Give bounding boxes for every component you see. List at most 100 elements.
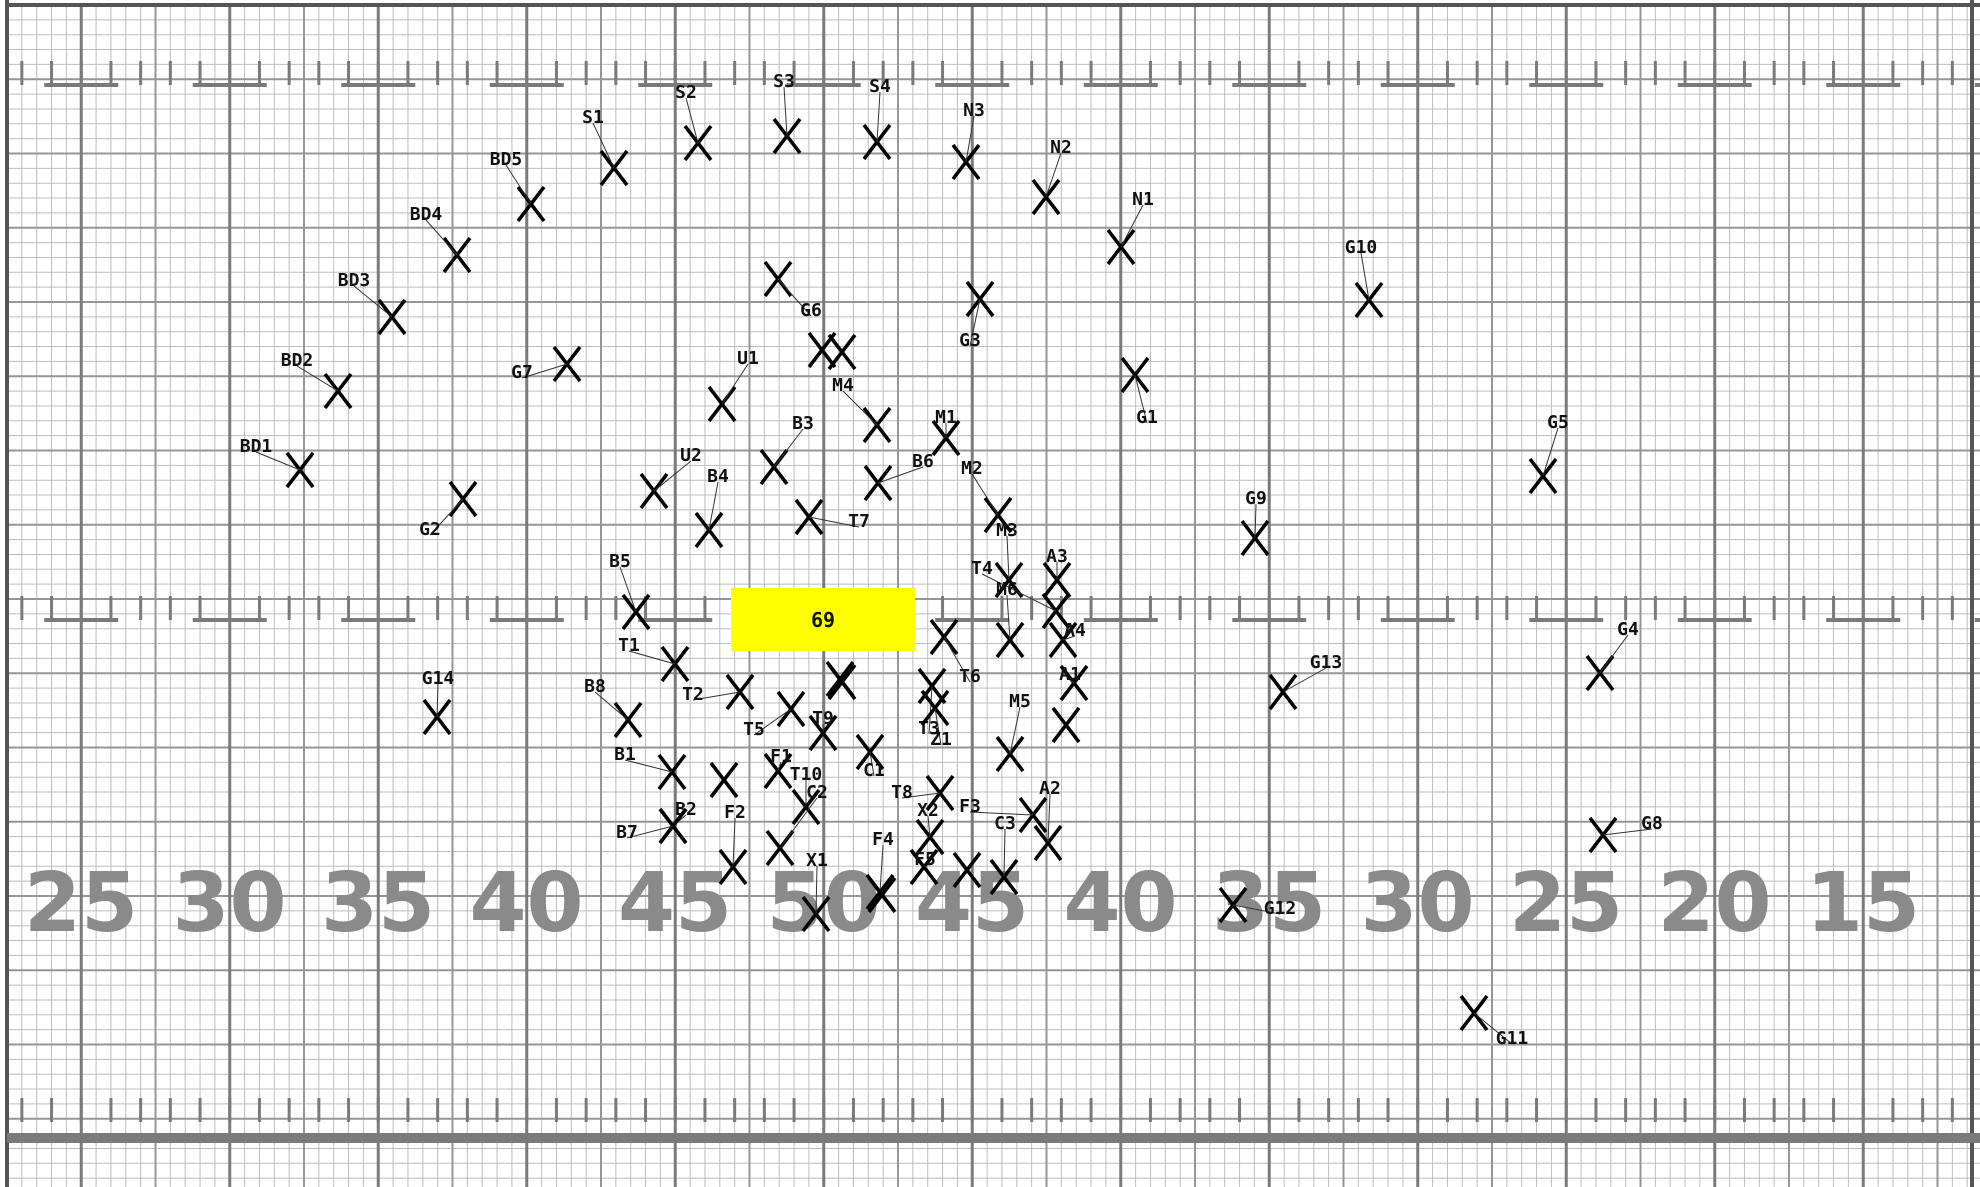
performer-marker[interactable]: BD2 <box>281 350 353 410</box>
performer-marker[interactable]: G6 <box>763 260 822 321</box>
performer-marker[interactable]: B6 <box>863 451 934 502</box>
performer-marker[interactable]: A1 <box>1059 664 1089 702</box>
performer-marker[interactable]: BD4 <box>410 204 472 274</box>
performer-marker[interactable] <box>807 331 837 369</box>
performer-marker[interactable]: T1 <box>618 635 690 683</box>
performer-markers[interactable]: S1 S2 S3 S4 N3 N2 N1 BD5 BD4 BD3 BD2 BD1 G10 G6 G3 B3 G7… <box>240 71 1663 1049</box>
performer-marker[interactable]: F1 <box>763 746 793 790</box>
performer-marker[interactable]: G13 <box>1268 652 1342 711</box>
performer-marker[interactable]: G10 <box>1345 237 1384 319</box>
marker-label: B4 <box>707 466 729 487</box>
performer-marker[interactable]: S4 <box>862 76 892 161</box>
performer-marker[interactable] <box>1051 706 1081 744</box>
performer-marker[interactable]: A2 <box>1033 778 1063 862</box>
marker-label: T9 <box>812 708 834 729</box>
performer-marker[interactable]: B1 <box>614 744 687 791</box>
performer-marker[interactable]: U2 <box>639 445 702 510</box>
performer-marker[interactable]: N3 <box>951 100 985 181</box>
marker-leader-line <box>842 390 878 426</box>
performer-marker[interactable]: F5 <box>909 848 939 886</box>
marker-leader-line <box>934 707 942 746</box>
marker-leader-line <box>732 817 736 868</box>
performer-marker[interactable]: T8 <box>891 774 955 812</box>
marker-leader-line <box>1282 667 1327 693</box>
yard-numbers: 25 30 35 40 45 50 45 40 35 30 25 20 15 <box>24 856 1920 951</box>
performer-marker[interactable]: B3 <box>759 413 814 486</box>
marker-leader-line <box>969 811 1034 816</box>
performer-marker[interactable]: M2 <box>961 458 1013 534</box>
performer-marker[interactable]: BD5 <box>490 149 546 223</box>
performer-marker[interactable]: G14 <box>422 668 455 736</box>
performer-marker[interactable]: C1 <box>855 733 885 781</box>
performer-marker[interactable]: B5 <box>609 551 651 631</box>
performer-marker[interactable]: F2 <box>718 802 748 886</box>
performer-marker[interactable]: T6 <box>929 618 981 687</box>
performer-marker[interactable] <box>952 851 982 889</box>
performer-marker[interactable]: T7 <box>794 498 870 536</box>
performer-marker[interactable]: C2 <box>765 782 828 867</box>
marker-label: A2 <box>1039 778 1061 799</box>
marker-leader-line <box>1047 793 1051 844</box>
performer-marker[interactable]: T4 <box>971 558 1071 630</box>
performer-marker[interactable]: T10 <box>790 764 823 826</box>
marker-label: BD2 <box>281 350 314 371</box>
performer-marker[interactable]: U1 <box>707 348 759 423</box>
performer-marker[interactable]: BD1 <box>240 436 315 489</box>
marker-x-icon <box>807 331 837 369</box>
marker-label: C2 <box>806 782 828 803</box>
performer-marker[interactable]: F3 <box>959 796 1048 834</box>
performer-marker[interactable]: G7 <box>511 345 582 383</box>
marker-leader-line <box>879 844 884 893</box>
performer-marker[interactable]: N2 <box>1031 137 1072 216</box>
performer-marker[interactable]: G3 <box>959 280 995 351</box>
performer-marker[interactable]: X1 <box>801 850 831 933</box>
performer-marker[interactable]: G12 <box>1218 886 1296 924</box>
marker-label: T8 <box>891 782 913 803</box>
performer-marker[interactable]: X2 <box>915 800 945 856</box>
marker-leader-line <box>969 298 981 347</box>
performer-marker[interactable]: S2 <box>675 82 713 162</box>
performer-marker[interactable] <box>867 876 897 914</box>
performer-marker[interactable]: G4 <box>1585 619 1639 692</box>
performer-marker[interactable] <box>709 761 739 799</box>
performer-marker[interactable]: G9 <box>1240 488 1270 557</box>
marker-label: B3 <box>792 413 814 434</box>
performer-marker[interactable]: S3 <box>772 71 802 155</box>
marker-label: M3 <box>996 520 1018 541</box>
performer-marker[interactable]: B7 <box>616 807 688 845</box>
performer-marker[interactable]: BD3 <box>338 270 407 336</box>
performer-marker[interactable]: M6 <box>995 579 1025 659</box>
performer-marker[interactable]: G2 <box>419 480 478 540</box>
performer-marker[interactable]: G5 <box>1528 412 1569 495</box>
performer-marker[interactable]: A4 <box>1048 620 1086 659</box>
performer-marker[interactable]: M5 <box>995 691 1031 773</box>
performer-marker[interactable]: T9 <box>808 708 838 752</box>
marker-label: G11 <box>1496 1028 1529 1049</box>
marker-leader-line <box>1006 594 1011 641</box>
marker-leader-line <box>1602 828 1653 836</box>
performer-marker[interactable]: B4 <box>694 466 729 549</box>
performer-marker[interactable]: G8 <box>1588 813 1663 854</box>
marker-label: T10 <box>790 764 823 785</box>
performer-marker[interactable]: B8 <box>584 676 643 739</box>
marker-leader-line <box>296 365 339 392</box>
performer-marker[interactable]: T5 <box>743 690 806 740</box>
current-set-box[interactable]: 69 <box>731 588 915 651</box>
performer-marker[interactable]: S1 <box>582 107 629 187</box>
current-set-highlight <box>731 588 915 651</box>
performer-marker[interactable]: C3 <box>989 813 1019 896</box>
marker-leader-line <box>1599 634 1629 674</box>
performer-marker[interactable]: T2 <box>682 673 755 711</box>
performer-marker[interactable]: A3 <box>1042 546 1072 599</box>
performer-marker[interactable]: M4 <box>832 375 892 444</box>
performer-marker[interactable]: M1 <box>931 407 961 457</box>
performer-marker[interactable]: G1 <box>1120 356 1158 428</box>
marker-leader-line <box>753 708 792 736</box>
performer-marker[interactable]: G11 <box>1459 994 1529 1049</box>
marker-label: G10 <box>1345 237 1378 258</box>
marker-label: N2 <box>1050 137 1072 158</box>
performer-marker[interactable]: Z1 <box>920 689 952 750</box>
performer-marker[interactable]: N1 <box>1106 189 1154 266</box>
performer-marker[interactable] <box>827 663 857 701</box>
